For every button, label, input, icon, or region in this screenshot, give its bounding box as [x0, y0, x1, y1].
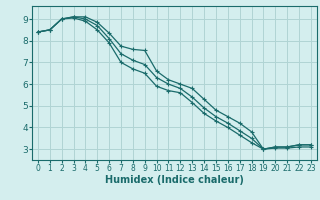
X-axis label: Humidex (Indice chaleur): Humidex (Indice chaleur): [105, 175, 244, 185]
